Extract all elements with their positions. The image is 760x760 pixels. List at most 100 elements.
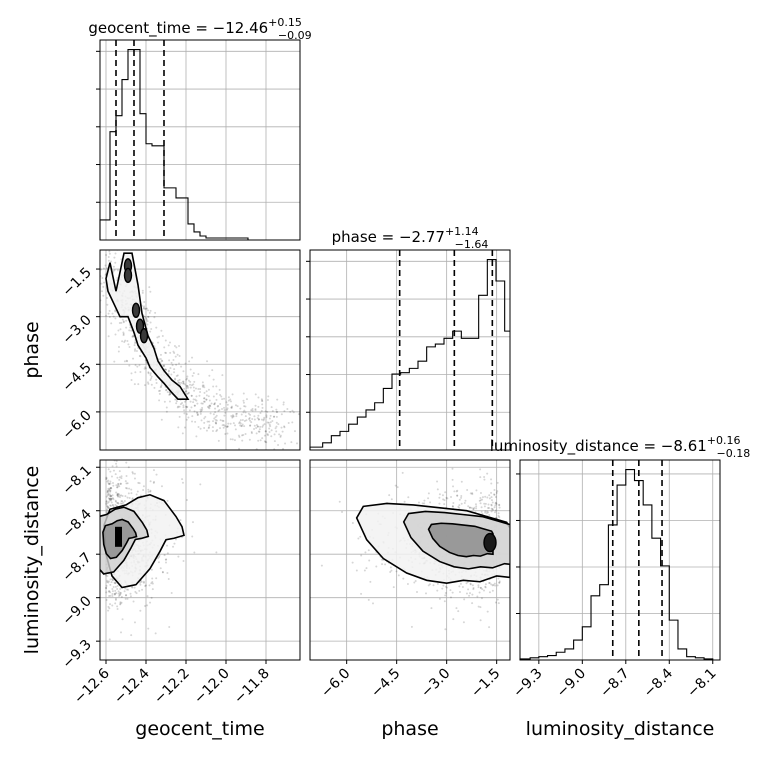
scatter-point bbox=[231, 416, 234, 419]
scatter-point bbox=[107, 482, 110, 485]
scatter-point bbox=[147, 382, 150, 385]
scatter-point bbox=[119, 603, 122, 606]
phase-y-label: phase bbox=[21, 321, 43, 378]
y-tick-label: −9.0 bbox=[59, 593, 94, 628]
scatter-point bbox=[194, 398, 197, 401]
scatter-point bbox=[269, 425, 272, 428]
scatter-point bbox=[208, 374, 211, 377]
scatter-point bbox=[170, 373, 173, 376]
scatter-point bbox=[112, 504, 115, 507]
scatter-point bbox=[415, 591, 418, 594]
scatter-point bbox=[117, 350, 120, 353]
scatter-point bbox=[148, 584, 151, 587]
scatter-point bbox=[119, 591, 122, 594]
scatter-point bbox=[264, 440, 267, 443]
scatter-point bbox=[292, 411, 295, 414]
scatter-point bbox=[484, 510, 487, 513]
scatter-point bbox=[295, 442, 298, 445]
scatter-point bbox=[245, 398, 248, 401]
scatter-point bbox=[115, 484, 118, 487]
scatter-point bbox=[232, 415, 235, 418]
scatter-point bbox=[185, 406, 188, 409]
scatter-point bbox=[184, 405, 187, 408]
scatter-point bbox=[101, 277, 104, 280]
scatter-point bbox=[257, 439, 260, 442]
scatter-point bbox=[479, 499, 482, 502]
scatter-point bbox=[238, 447, 241, 450]
scatter-point bbox=[360, 592, 363, 595]
scatter-point bbox=[230, 406, 233, 409]
scatter-point bbox=[127, 343, 130, 346]
scatter-point bbox=[137, 481, 140, 484]
scatter-point bbox=[273, 433, 276, 436]
scatter-point bbox=[479, 502, 482, 505]
scatter-point bbox=[105, 591, 108, 594]
scatter-point bbox=[451, 505, 454, 508]
scatter-point bbox=[110, 498, 113, 501]
scatter-point bbox=[243, 420, 246, 423]
scatter-point bbox=[226, 425, 229, 428]
scatter-point bbox=[111, 494, 114, 497]
scatter-point bbox=[110, 501, 113, 504]
scatter-point bbox=[116, 493, 119, 496]
scatter-point bbox=[472, 588, 475, 591]
scatter-point bbox=[117, 501, 120, 504]
scatter-point bbox=[414, 580, 417, 583]
scatter-point bbox=[109, 487, 112, 490]
scatter-point bbox=[182, 380, 185, 383]
scatter-point bbox=[143, 384, 146, 387]
scatter-point bbox=[155, 473, 158, 476]
scatter-point bbox=[175, 363, 178, 366]
scatter-point bbox=[185, 413, 188, 416]
scatter-point bbox=[226, 425, 229, 428]
scatter-point bbox=[492, 583, 495, 586]
scatter-point bbox=[388, 494, 391, 497]
scatter-point bbox=[185, 384, 188, 387]
scatter-point bbox=[498, 581, 501, 584]
scatter-point bbox=[143, 301, 146, 304]
scatter-point bbox=[498, 580, 501, 583]
scatter-point bbox=[192, 401, 195, 404]
scatter-point bbox=[186, 385, 189, 388]
scatter-point bbox=[120, 477, 123, 480]
scatter-point bbox=[133, 586, 136, 589]
scatter-point bbox=[286, 407, 289, 410]
x-tick-label: −12.4 bbox=[111, 665, 153, 707]
scatter-point bbox=[113, 269, 116, 272]
scatter-point bbox=[124, 587, 127, 590]
scatter-point bbox=[125, 486, 128, 489]
scatter-point bbox=[484, 495, 487, 498]
scatter-point bbox=[244, 411, 247, 414]
scatter-point bbox=[457, 610, 460, 613]
scatter-point bbox=[161, 571, 164, 574]
scatter-point bbox=[459, 582, 462, 585]
scatter-point bbox=[128, 329, 131, 332]
scatter-point bbox=[250, 421, 253, 424]
scatter-point bbox=[217, 404, 220, 407]
scatter-point bbox=[270, 435, 273, 438]
scatter-point bbox=[266, 399, 269, 402]
scatter-point bbox=[407, 496, 410, 499]
scatter-point bbox=[108, 498, 111, 501]
histogram-step bbox=[519, 468, 720, 661]
scatter-point bbox=[111, 579, 114, 582]
scatter-point bbox=[181, 380, 184, 383]
scatter-point bbox=[160, 359, 163, 362]
panel-hist-luminosity-distance: −9.3 −9.0 −8.7 −8.4 −8.1 luminosity_distance… bbox=[490, 434, 750, 740]
scatter-point bbox=[265, 441, 268, 444]
scatter-point bbox=[122, 331, 125, 334]
scatter-point bbox=[150, 568, 153, 571]
scatter-point bbox=[110, 581, 113, 584]
scatter-point bbox=[108, 488, 111, 491]
scatter-point bbox=[147, 627, 150, 630]
scatter-point bbox=[472, 507, 475, 510]
scatter-point bbox=[474, 503, 477, 506]
scatter-point bbox=[207, 388, 210, 391]
scatter-point bbox=[145, 317, 148, 320]
scatter-point bbox=[121, 318, 124, 321]
scatter-point bbox=[186, 385, 189, 388]
scatter-point bbox=[475, 489, 478, 492]
scatter-point bbox=[255, 432, 258, 435]
scatter-point bbox=[267, 395, 270, 398]
scatter-point bbox=[413, 581, 416, 584]
